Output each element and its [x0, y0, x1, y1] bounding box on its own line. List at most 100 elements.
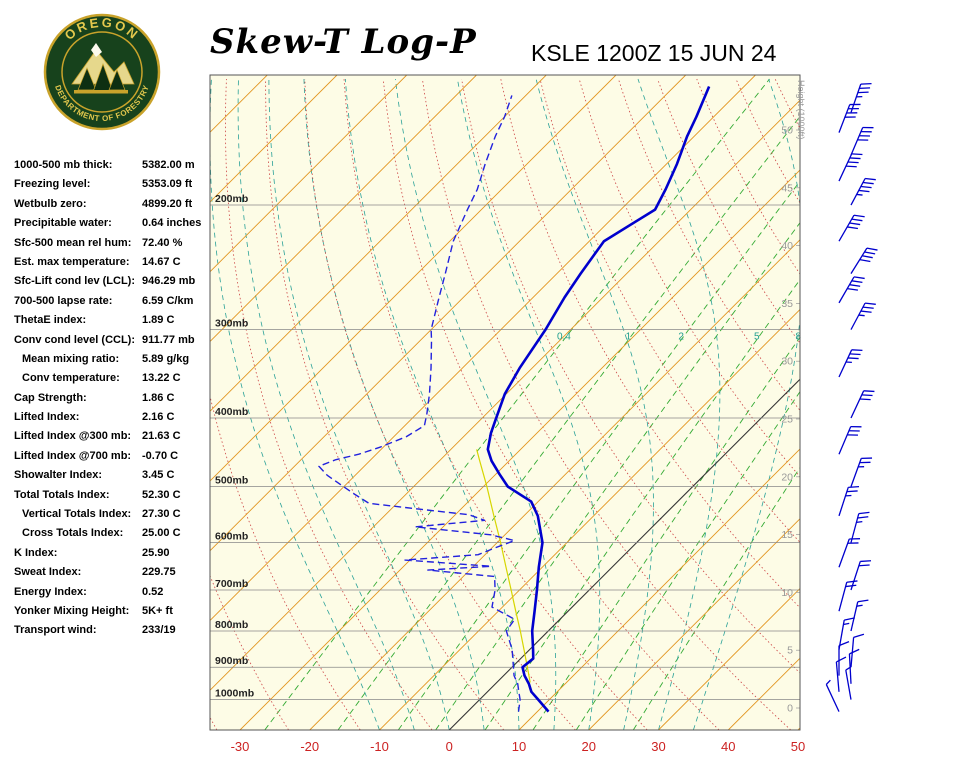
index-label: 1000-500 mb thick:: [14, 159, 113, 171]
plot-frame: [209, 74, 801, 731]
dry-adiabat-line: [461, 78, 800, 674]
index-value: 21.63 C: [142, 430, 181, 443]
index-row: Lifted Index: 2.16 C: [14, 411, 214, 430]
height-label: 5: [787, 645, 793, 657]
index-row: Lifted Index @700 mb: -0.70 C: [14, 450, 214, 469]
wind-barb: [850, 126, 874, 156]
dry-adiabat-line: [893, 79, 955, 730]
index-value: 25.00 C: [142, 527, 181, 540]
index-row: Cap Strength: 1.86 C: [14, 392, 214, 411]
moist-adiabat-line: [637, 78, 721, 730]
index-row: Sfc-Lift cond lev (LCL): 946.29 mb: [14, 275, 214, 294]
index-value: 229.75: [142, 566, 176, 579]
index-row: 1000-500 mb thick: 5382.00 m: [14, 159, 214, 178]
dry-adiabat-line: [500, 78, 800, 609]
temperature-profile-line: [486, 86, 711, 713]
index-value: 233/19: [142, 624, 176, 637]
index-row: Cross Totals Index: 25.00 C: [14, 527, 214, 546]
isotherm-line: [797, 727, 800, 730]
index-row: Conv temperature: 13.22 C: [14, 372, 214, 391]
index-value: 0.52: [142, 585, 164, 598]
index-value: 5382.00 m: [142, 159, 195, 171]
moist-adiabat-line: [535, 78, 654, 730]
index-value: 0.64 inches: [142, 217, 202, 230]
wind-barb: [838, 641, 850, 676]
index-row: Transport wind: 233/19: [14, 624, 214, 643]
odf-logo: OREGON DEPARTMENT OF FORESTRY: [43, 13, 161, 131]
temperature-axis-label: 20: [582, 739, 596, 754]
index-row: Est. max temperature: 14.67 C: [14, 256, 214, 275]
height-axis-title: Height (1000ft): [796, 80, 806, 140]
index-value: 52.30 C: [142, 488, 181, 501]
isotherm-line: [588, 518, 800, 730]
wind-barb: [850, 511, 870, 543]
index-label: Precipitable water:: [14, 217, 112, 230]
index-value: 3.45 C: [142, 469, 175, 482]
index-row: Conv cond level (CCL): 911.77 mb: [14, 334, 214, 353]
wind-barb: [838, 485, 860, 517]
mixing-ratio-line: [532, 336, 800, 730]
index-row: Showalter Index: 3.45 C: [14, 469, 214, 488]
index-value: 27.30 C: [142, 508, 181, 521]
moist-adiabat-line: [303, 79, 485, 730]
dry-adiabat-line: [225, 79, 433, 730]
dry-adiabat-line: [854, 79, 955, 730]
height-label: 40: [781, 240, 793, 252]
isotherm-line: [518, 448, 800, 730]
index-row: ThetaE index: 1.89 C: [14, 314, 214, 333]
index-label: Showalter Index:: [14, 469, 103, 482]
wind-barb: [850, 177, 876, 206]
mixing-ratio-line: [575, 390, 800, 730]
index-value: 1.89 C: [142, 314, 175, 327]
index-label: Conv temperature:: [22, 372, 120, 385]
wind-barb: [838, 214, 865, 242]
index-value: -0.70 C: [142, 449, 179, 462]
temperature-axis-label: 0: [446, 739, 453, 754]
wind-barb: [850, 302, 876, 330]
index-label: Total Totals Index:: [14, 488, 110, 501]
pressure-label: 200mb: [215, 193, 248, 205]
index-label: Transport wind:: [14, 624, 97, 637]
wind-barb: [838, 580, 858, 612]
wind-barb: [838, 153, 863, 182]
temperature-axis-label: 50: [791, 739, 805, 754]
wind-barb: [850, 457, 873, 487]
isotherm-line: [239, 169, 800, 730]
isotherm-line: [210, 75, 617, 482]
mixing-ratio-label: 0.4: [557, 332, 571, 343]
index-value: 2.16 C: [142, 411, 175, 424]
index-label: Freezing level:: [14, 178, 91, 191]
index-value: 6.59 C/km: [142, 294, 194, 307]
index-row: Vertical Totals Index: 27.30 C: [14, 508, 214, 527]
index-row: 700-500 lapse rate: 6.59 C/km: [14, 295, 214, 314]
wind-barb: [838, 349, 863, 378]
plot-background: [210, 75, 800, 730]
plot-lines: [210, 75, 955, 730]
index-row: Lifted Index @300 mb: 21.63 C: [14, 430, 214, 449]
index-label: Sweat Index:: [14, 566, 82, 579]
height-label: 35: [781, 298, 793, 310]
index-value: 13.22 C: [142, 372, 181, 385]
mixing-ratio-line: [484, 278, 800, 730]
index-label: Energy Index:: [14, 585, 87, 598]
wind-barb: [848, 648, 860, 684]
temperature-axis-label: 10: [512, 739, 526, 754]
wind-barb: [850, 247, 878, 274]
temperature-axis-label: 40: [721, 739, 735, 754]
height-label: 15: [781, 529, 793, 541]
wind-barb: [850, 599, 869, 632]
mixing-ratio-label: 1: [626, 332, 632, 343]
dry-adiabat-line: [774, 78, 800, 130]
pressure-label: 500mb: [215, 475, 248, 487]
pressure-label: 600mb: [215, 531, 248, 543]
pressure-label: 700mb: [215, 578, 248, 590]
mixing-ratio-label: 2: [678, 332, 684, 343]
moist-adiabat-line: [237, 79, 415, 730]
pressure-label: 400mb: [215, 406, 248, 418]
index-row: Freezing level: 5353.09 ft: [14, 178, 214, 197]
dry-adiabat-line: [696, 78, 800, 275]
parcel-trace-line: [476, 449, 531, 683]
height-label: 30: [781, 356, 793, 368]
pressure-label: 1000mb: [215, 688, 254, 700]
index-label: Sfc-500 mean rel hum:: [14, 236, 132, 249]
